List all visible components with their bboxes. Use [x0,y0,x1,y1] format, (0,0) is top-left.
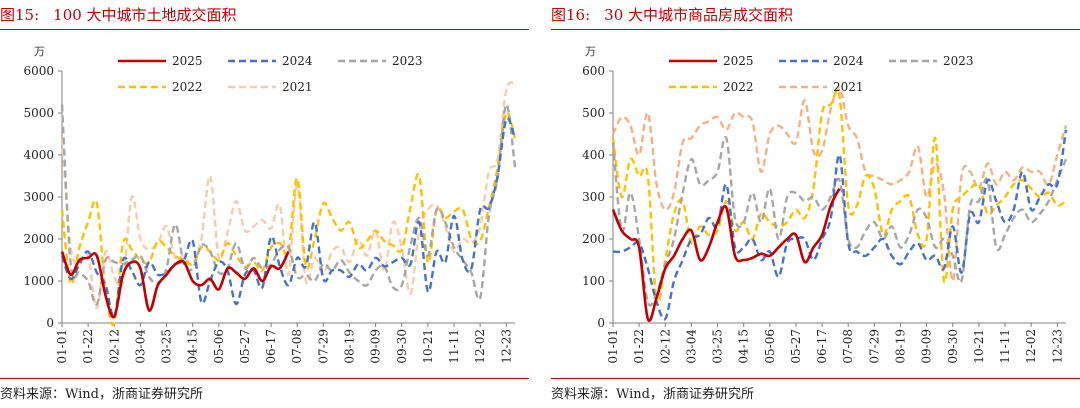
x-tick-label: 09-09 [369,329,383,364]
x-tick-label: 05-27 [238,329,252,364]
x-tick-label: 02-12 [658,329,672,364]
x-tick-label: 04-15 [737,329,751,364]
x-tick-label: 01-22 [632,329,646,364]
legend-label-2024: 2024 [833,54,864,68]
x-tick-label: 06-17 [264,329,278,364]
source-note: 资料来源：Wind，浙商证券研究所 [551,387,754,402]
chart-panel-land-area: 图15: 100 大中城市土地成交面积 万 0 1000 2000 3000 4000 500… [0,0,529,408]
y-tick-label: 1000 [23,274,54,288]
x-tick-label: 04-15 [186,329,200,364]
figure-title: 图15: 100 大中城市土地成交面积 [0,4,237,26]
y-tick-label: 0 [46,316,54,330]
x-tick-label: 05-06 [212,329,226,364]
series-line-2021 [611,86,1068,283]
x-tick-label: 06-17 [815,329,829,364]
series-line-2024 [60,116,517,319]
x-tick-label: 05-06 [763,329,777,364]
series-line-2025 [60,250,290,319]
figure-title-text: 30 大中城市商品房成交面积 [604,6,794,24]
y-tick-label: 4000 [23,148,54,162]
x-tick-label: 07-08 [290,329,304,364]
series-line-2025 [611,187,841,322]
x-tick-label: 10-21 [421,329,435,364]
legend-label-2024: 2024 [282,54,313,68]
x-tick-label: 12-02 [1024,329,1038,364]
legend-label-2021: 2021 [833,80,864,94]
x-tick-label: 01-22 [81,329,95,364]
x-tick-label: 12-23 [1050,329,1064,364]
x-tick-label: 09-30 [946,329,960,364]
legend-label-2023: 2023 [392,54,423,68]
y-tick-label: 300 [582,190,605,204]
title-rule [0,29,529,30]
x-tick-label: 07-29 [867,329,881,364]
series-line-2023 [60,103,517,306]
source-note: 资料来源：Wind，浙商证券研究所 [0,387,203,402]
y-unit-label: 万 [585,45,596,58]
series-line-2023 [611,135,1068,307]
x-tick-label: 03-04 [684,329,698,364]
x-tick-label: 09-30 [395,329,409,364]
x-tick-label: 05-27 [789,329,803,364]
y-tick-label: 2000 [23,232,54,246]
line-chart-housing-area: 万 0 100 200 300 400 500 600 01-01 01-22 02-12 03-04… [582,45,1068,364]
figure-number: 图15: [0,6,40,24]
series-line-2021 [60,81,516,310]
y-tick-label: 600 [582,64,605,78]
legend-label-2021: 2021 [282,80,313,94]
x-tick-label: 09-09 [920,329,934,364]
x-tick-label: 03-25 [711,329,725,364]
x-tick-label: 12-23 [499,329,513,364]
y-tick-label: 3000 [23,190,54,204]
legend-label-2023: 2023 [943,54,974,68]
x-tick-label: 07-29 [316,329,330,364]
figure-number: 图16: [551,6,591,24]
x-tick-label: 03-25 [160,329,174,364]
figure-title: 图16: 30 大中城市商品房成交面积 [551,4,793,26]
y-tick-label: 100 [582,274,605,288]
x-tick-label: 07-08 [841,329,855,364]
line-chart-land-area: 万 0 1000 2000 3000 4000 5000 6000 01-01 01-22 02-1… [23,45,517,364]
y-tick-label: 200 [582,232,605,246]
x-tick-label: 11-11 [447,329,461,364]
chart-panel-housing-area: 图16: 30 大中城市商品房成交面积 万 0 100 200 300 400 500 600 0… [551,0,1080,408]
y-tick-label: 5000 [23,106,54,120]
title-rule [551,29,1080,30]
x-tick-label: 01-01 [55,329,69,364]
legend-label-2022: 2022 [723,80,754,94]
x-tick-label: 02-12 [107,329,121,364]
y-unit-label: 万 [34,45,45,58]
y-tick-label: 400 [582,148,605,162]
source-rule [551,378,1080,379]
series-line-2022 [611,88,1067,306]
legend-label-2025: 2025 [723,54,754,68]
x-tick-label: 01-01 [606,329,620,364]
y-tick-label: 500 [582,106,605,120]
x-tick-label: 03-04 [133,329,147,364]
source-rule [0,378,529,379]
x-tick-label: 08-19 [342,329,356,364]
x-tick-label: 10-21 [972,329,986,364]
series-line-2024 [612,129,1068,321]
x-tick-label: 12-02 [473,329,487,364]
y-tick-label: 6000 [23,64,54,78]
x-tick-label: 08-19 [893,329,907,364]
figure-title-text: 100 大中城市土地成交面积 [53,6,237,24]
y-tick-label: 0 [597,316,605,330]
legend-label-2022: 2022 [172,80,203,94]
x-tick-label: 11-11 [998,329,1012,364]
legend-label-2025: 2025 [172,54,203,68]
